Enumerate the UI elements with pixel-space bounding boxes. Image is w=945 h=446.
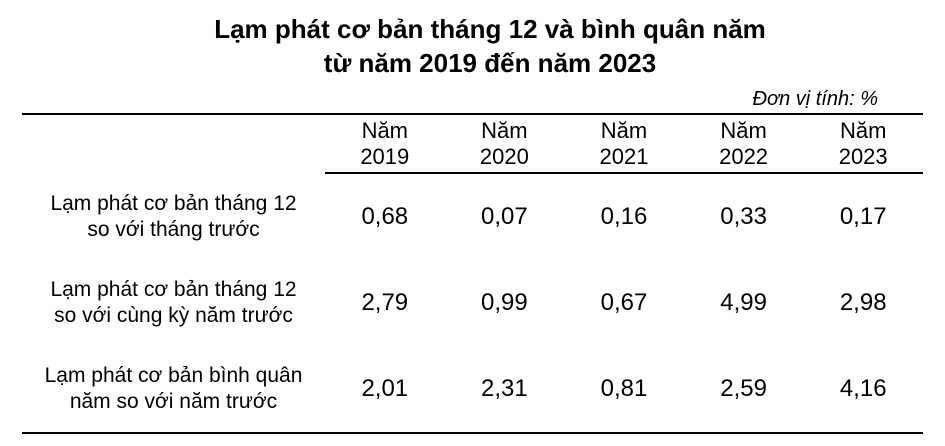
year-value: 2020 xyxy=(479,143,529,169)
row-label: Lạm phát cơ bản tháng 12 so với cùng kỳ … xyxy=(22,260,325,346)
value-cell: 0,68 xyxy=(361,203,409,230)
row-label: Lạm phát cơ bản tháng 12 so với tháng tr… xyxy=(22,173,325,260)
value-cell: 0,17 xyxy=(839,203,887,230)
title-line-2: từ năm 2019 đến năm 2023 xyxy=(323,48,657,78)
table-header-row: Năm 2019 Năm 2020 Năm 2021 Năm 2022 Năm xyxy=(22,114,923,174)
value-cell: 0,99 xyxy=(481,289,528,316)
column-header-2022: Năm 2022 xyxy=(683,114,804,174)
year-value: 2019 xyxy=(360,143,410,169)
row-label-line-2: năm so với năm trước xyxy=(69,390,278,413)
value-cell: 0,33 xyxy=(720,203,767,230)
year-word: Năm xyxy=(600,117,648,143)
title-line-1: Lạm phát cơ bản tháng 12 và bình quân nă… xyxy=(214,14,766,44)
row-label-line-2: so với cùng kỳ năm trước xyxy=(54,304,293,327)
value-cell: 2,79 xyxy=(361,289,409,316)
page-title: Lạm phát cơ bản tháng 12 và bình quân nă… xyxy=(55,0,925,80)
value-cell: 2,01 xyxy=(361,375,409,402)
value-cell: 2,98 xyxy=(839,289,887,316)
value-cell: 0,81 xyxy=(600,375,648,402)
row-label-line-2: so với tháng trước xyxy=(87,217,260,241)
value-cell: 0,67 xyxy=(600,289,648,316)
value-cell: 4,99 xyxy=(720,289,767,316)
column-header-2021: Năm 2021 xyxy=(564,114,684,174)
table-row-annual-average: Lạm phát cơ bản bình quân năm so với năm… xyxy=(22,346,923,433)
year-word: Năm xyxy=(481,117,528,143)
value-cell: 2,59 xyxy=(720,375,767,402)
column-header-2019: Năm 2019 xyxy=(325,114,445,174)
value-cell: 2,31 xyxy=(481,375,528,402)
year-value: 2023 xyxy=(838,143,888,169)
table-row-month-vs-same-period: Lạm phát cơ bản tháng 12 so với cùng kỳ … xyxy=(22,260,923,346)
column-header-2020: Năm 2020 xyxy=(444,114,565,174)
year-word: Năm xyxy=(361,117,409,143)
table-row-month-vs-prev-month: Lạm phát cơ bản tháng 12 so với tháng tr… xyxy=(22,173,923,260)
value-cell: 4,16 xyxy=(839,375,887,402)
year-value: 2022 xyxy=(719,143,769,169)
row-label-line-1: Lạm phát cơ bản bình quân xyxy=(44,364,303,387)
header-empty-cell xyxy=(22,114,325,173)
column-header-2023: Năm 2023 xyxy=(803,114,923,174)
year-word: Năm xyxy=(720,117,767,143)
value-cell: 0,16 xyxy=(600,203,648,230)
row-label: Lạm phát cơ bản bình quân năm so với năm… xyxy=(22,346,325,433)
year-value: 2021 xyxy=(599,143,649,169)
row-label-line-1: Lạm phát cơ bản tháng 12 xyxy=(50,191,297,215)
unit-note: Đơn vị tính: % xyxy=(752,88,878,110)
inflation-table: Năm 2019 Năm 2020 Năm 2021 Năm 2022 Năm xyxy=(22,113,923,434)
year-word: Năm xyxy=(839,117,887,143)
value-cell: 0,07 xyxy=(481,203,528,230)
row-label-line-1: Lạm phát cơ bản tháng 12 xyxy=(50,278,297,301)
